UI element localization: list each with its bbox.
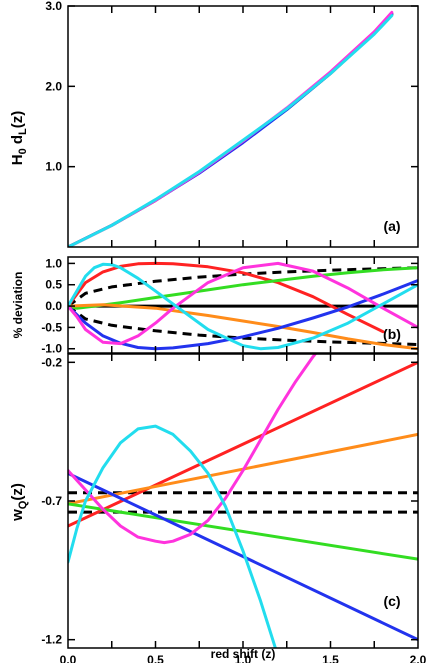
panel-c-ytick-label-0: -0.2 bbox=[41, 355, 62, 369]
panel-c-xtick-label-0: 0.0 bbox=[60, 653, 77, 663]
panel-b-ylabel: % deviation bbox=[11, 272, 25, 339]
panel-b-series-line-6 bbox=[68, 279, 418, 351]
panel-c-xlabel: red shift (z) bbox=[211, 647, 276, 661]
panel-c-series-line-7 bbox=[68, 424, 277, 648]
panel-c-xtick-label-3: 1.5 bbox=[322, 653, 339, 663]
panel-b-ytick-label-3: -0.5 bbox=[41, 320, 62, 334]
panel-b: 1.0 0.5 0.0 -0.5 -1.0 (b) % deviation bbox=[11, 256, 419, 356]
panel-b-frame bbox=[67, 256, 419, 354]
panel-a-ytick-label-1: 2.0 bbox=[45, 79, 62, 93]
panel-c-ylabel: wQ(z) bbox=[9, 483, 29, 522]
panel-c-ticks: -0.2 -0.7 -1.2 0.0 0.5 1.0 1.5 2.0 bbox=[41, 354, 427, 663]
panel-a-ylabel-mid: d bbox=[9, 135, 26, 148]
panel-a-ylabel-subL: L bbox=[17, 128, 29, 135]
panel-c-series-line-2 bbox=[68, 360, 418, 528]
panel-a: 1.0 2.0 3.0 (a) H0 dL(z) bbox=[9, 0, 419, 248]
panel-c-tag: (c) bbox=[383, 593, 400, 609]
panel-b-series-line-5 bbox=[68, 303, 418, 351]
panel-b-ytick-label-1: 0.5 bbox=[45, 278, 62, 292]
panel-c-xtick-label-1: 0.5 bbox=[147, 653, 164, 663]
panel-a-series-line-0 bbox=[68, 12, 394, 247]
panel-c-xtick-label-2: 1.0 bbox=[235, 653, 252, 663]
panel-b-ytick-label-2: 0.0 bbox=[45, 299, 62, 313]
panel-c-frame bbox=[67, 353, 419, 649]
panel-c-series-line-6 bbox=[68, 354, 318, 545]
panel-c-ylabel-tail: (z) bbox=[9, 483, 26, 501]
panel-b-series-line-3 bbox=[68, 261, 385, 334]
panel-b-ytick-label-0: 1.0 bbox=[45, 256, 62, 270]
panel-a-ytick-label-0: 1.0 bbox=[45, 160, 62, 174]
panel-c-series-line-5 bbox=[68, 471, 418, 642]
panel-a-series-line-2 bbox=[68, 12, 394, 247]
panel-a-ylabel-main: H bbox=[9, 154, 26, 165]
panel-c-series-line-4 bbox=[68, 502, 418, 561]
panel-c-series bbox=[68, 354, 418, 648]
panel-c-ytick-label-1: -0.7 bbox=[41, 494, 62, 508]
panel-c-xtick-label-4: 2.0 bbox=[410, 653, 427, 663]
panel-b-series-line-8 bbox=[68, 262, 418, 351]
panel-a-frame bbox=[67, 5, 419, 248]
panel-a-ylabel: H0 dL(z) bbox=[9, 111, 29, 166]
panel-a-series-line-4 bbox=[68, 10, 394, 247]
panel-c-ylabel-sub: Q bbox=[17, 500, 29, 509]
panel-a-ylabel-tail: (z) bbox=[9, 111, 26, 129]
panel-a-ticks: 1.0 2.0 3.0 bbox=[45, 0, 418, 247]
panel-c-ytick-label-2: -1.2 bbox=[41, 633, 62, 647]
panel-a-ylabel-sub0: 0 bbox=[17, 148, 29, 154]
panel-a-series-line-5 bbox=[68, 14, 394, 247]
panel-b-series bbox=[68, 261, 418, 351]
panel-b-tag: (b) bbox=[383, 326, 401, 342]
panel-c: -0.2 -0.7 -1.2 0.0 0.5 1.0 1.5 2.0 (c) wQ(z) re… bbox=[9, 353, 427, 663]
panel-b-series-line-7 bbox=[68, 261, 418, 346]
panel-a-ytick-label-2: 3.0 bbox=[45, 0, 62, 13]
panel-b-ytick-label-4: -1.0 bbox=[41, 342, 62, 356]
panel-a-tag: (a) bbox=[383, 218, 400, 234]
panel-a-series bbox=[68, 10, 394, 247]
panel-a-series-line-1 bbox=[68, 13, 394, 247]
panel-b-ticks: 1.0 0.5 0.0 -0.5 -1.0 bbox=[41, 256, 418, 356]
panel-a-series-line-3 bbox=[68, 12, 394, 247]
panel-c-ylabel-main: w bbox=[9, 509, 26, 522]
